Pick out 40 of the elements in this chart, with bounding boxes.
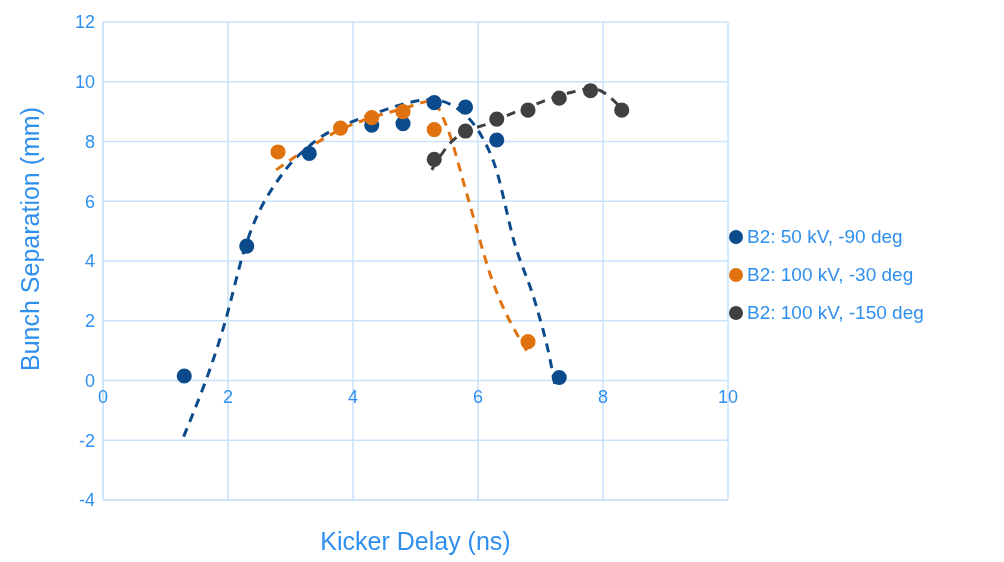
legend-label: B2: 100 kV, -30 deg xyxy=(747,264,914,286)
point xyxy=(457,123,474,139)
y-tick-label: 0 xyxy=(84,370,95,391)
point xyxy=(520,334,536,350)
x-tick-label: 6 xyxy=(472,386,484,407)
x-tick-label: 2 xyxy=(222,386,234,407)
point xyxy=(551,90,567,106)
y-tick-label: 6 xyxy=(84,191,95,212)
y-tick-label: 2 xyxy=(84,311,95,332)
point xyxy=(176,368,192,384)
y-tick-label: 8 xyxy=(84,131,95,152)
point xyxy=(489,111,505,127)
point xyxy=(614,102,630,118)
y-tick-label: -2 xyxy=(78,430,95,451)
y-axis-title: Bunch Separation (mm) xyxy=(15,106,44,371)
point xyxy=(301,145,317,161)
y-tick-label: -4 xyxy=(78,490,95,511)
x-tick-label: 4 xyxy=(347,386,359,407)
point xyxy=(582,83,599,99)
point xyxy=(395,104,411,120)
point xyxy=(426,122,442,138)
point xyxy=(426,151,442,167)
point xyxy=(520,102,536,118)
y-tick-label: 12 xyxy=(74,12,95,33)
point xyxy=(270,144,286,160)
point xyxy=(332,120,349,136)
point xyxy=(457,99,474,115)
point xyxy=(489,132,505,148)
y-tick-label: 10 xyxy=(74,72,95,93)
legend-label: B2: 100 kV, -150 deg xyxy=(747,302,924,324)
y-tick-label: 4 xyxy=(84,251,95,272)
x-tick-label: 8 xyxy=(597,386,609,407)
point xyxy=(426,95,442,111)
point xyxy=(239,238,255,254)
point xyxy=(364,110,380,126)
x-tick-label: 10 xyxy=(717,386,739,407)
x-axis-title: Kicker Delay (ns) xyxy=(320,527,511,555)
legend-label: B2: 50 kV, -90 deg xyxy=(747,226,903,248)
x-tick-label: 0 xyxy=(97,386,109,407)
point xyxy=(551,369,567,386)
